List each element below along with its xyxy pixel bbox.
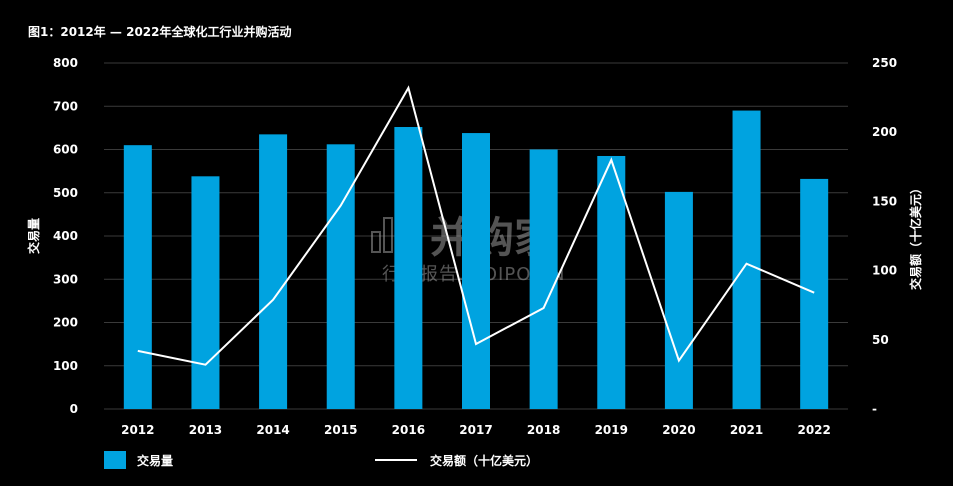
- chart-title: 图1：2012年 — 2022年全球化工行业并购活动: [28, 25, 292, 39]
- bar: [732, 110, 761, 409]
- y-tick-label: 700: [53, 99, 78, 113]
- x-tick-label: 2012: [121, 423, 154, 437]
- legend-bar-swatch: [104, 451, 126, 469]
- x-tick-label: 2020: [662, 423, 695, 437]
- y-tick-label: 100: [53, 359, 78, 373]
- bar: [664, 191, 693, 409]
- y2-tick-label: 150: [872, 194, 897, 208]
- y2-tick-label: 100: [872, 264, 897, 278]
- bar: [326, 144, 355, 409]
- x-tick-label: 2017: [459, 423, 492, 437]
- bar: [462, 133, 490, 409]
- bar: [259, 134, 288, 410]
- series-line: [137, 85, 815, 366]
- x-tick-label: 2018: [527, 423, 560, 437]
- y-tick-label: 0: [70, 402, 78, 416]
- y-tick-label: 400: [53, 229, 78, 243]
- legend-bar-label: 交易量: [137, 453, 173, 468]
- bar: [123, 145, 152, 410]
- y2-tick-label: 50: [872, 333, 889, 347]
- y-axis-label: 交易量: [26, 218, 41, 254]
- y2-axis-label: 交易额（十亿美元）: [908, 182, 923, 290]
- y-tick-label: 200: [53, 316, 78, 330]
- x-tick-label: 2016: [392, 423, 425, 437]
- bar: [800, 178, 829, 409]
- x-tick-label: 2019: [595, 423, 628, 437]
- x-tick-label: 2015: [324, 423, 357, 437]
- x-tick-label: 2021: [730, 423, 763, 437]
- bar: [191, 176, 220, 409]
- bar: [394, 127, 423, 409]
- y2-tick-label: 250: [872, 56, 897, 70]
- x-tick-label: 2014: [256, 423, 289, 437]
- y2-tick-label: -: [872, 402, 877, 416]
- bar: [529, 149, 558, 409]
- y-tick-label: 300: [53, 272, 78, 286]
- y-tick-label: 600: [53, 143, 78, 157]
- x-tick-label: 2013: [189, 423, 222, 437]
- y-tick-label: 800: [53, 56, 78, 70]
- x-tick-label: 2022: [797, 423, 830, 437]
- legend-line-label: 交易额（十亿美元）: [430, 453, 538, 468]
- y-tick-label: 500: [53, 186, 78, 200]
- y2-tick-label: 200: [872, 125, 897, 139]
- bar: [597, 155, 626, 409]
